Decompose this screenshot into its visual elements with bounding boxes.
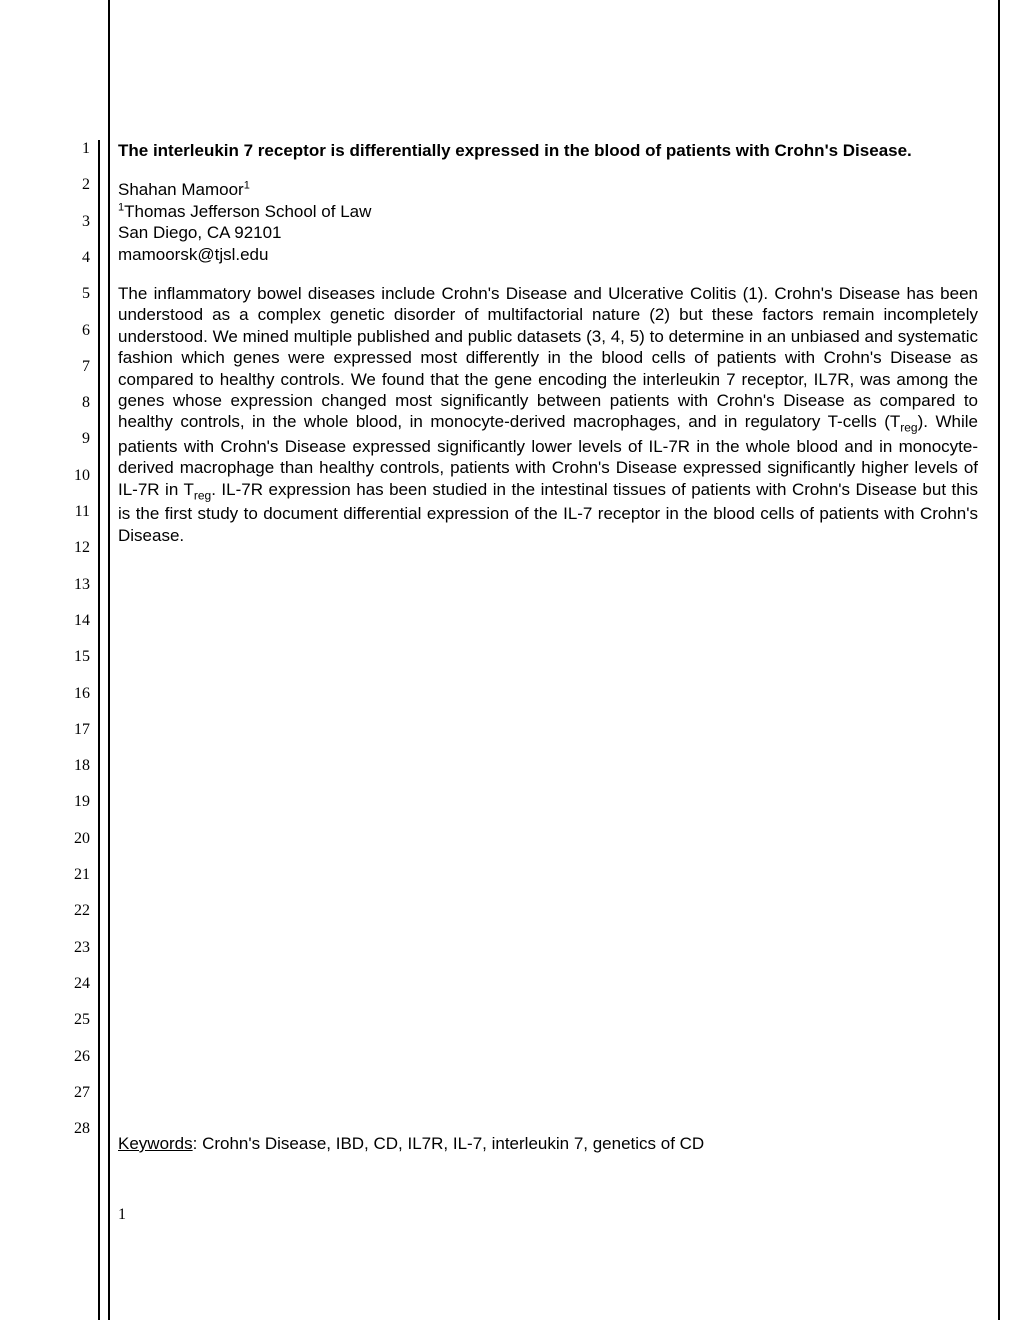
line-numbers-column: 1234567891011121314151617181920212223242… [70,140,100,1320]
line-number: 16 [68,685,90,703]
keywords-text: : Crohn's Disease, IBD, CD, IL7R, IL-7, … [193,1134,705,1153]
line-number: 19 [68,793,90,811]
abstract-sub2: reg [194,488,211,502]
abstract-part1: The inflammatory bowel diseases include … [118,284,978,431]
line-number: 24 [68,975,90,993]
line-number: 15 [68,648,90,666]
affiliation: Thomas Jefferson School of Law [124,202,371,221]
line-number: 7 [68,358,90,376]
abstract: The inflammatory bowel diseases include … [118,283,978,546]
keywords-section: Keywords: Crohn's Disease, IBD, CD, IL7R… [118,1133,704,1154]
line-number: 6 [68,322,90,340]
line-number: 3 [68,213,90,231]
author-block: Shahan Mamoor1 1Thomas Jefferson School … [118,179,978,265]
vertical-rule-left [108,0,110,1320]
page-container: 1234567891011121314151617181920212223242… [0,0,1020,1320]
line-number: 25 [68,1011,90,1029]
line-number: 27 [68,1084,90,1102]
line-number: 22 [68,902,90,920]
line-number: 21 [68,866,90,884]
line-number: 10 [68,467,90,485]
page-number: 1 [118,1206,126,1224]
line-number: 14 [68,612,90,630]
line-number: 12 [68,539,90,557]
line-number: 4 [68,249,90,267]
line-number: 1 [68,140,90,158]
abstract-part3: . IL-7R expression has been studied in t… [118,480,978,545]
line-number: 28 [68,1120,90,1138]
line-number: 2 [68,176,90,194]
line-number: 18 [68,757,90,775]
author-sup: 1 [244,180,250,192]
vertical-rule-right [998,0,1000,1320]
line-number: 23 [68,939,90,957]
line-number: 9 [68,430,90,448]
line-number: 5 [68,285,90,303]
line-number: 11 [68,503,90,521]
line-number: 26 [68,1048,90,1066]
line-number: 8 [68,394,90,412]
abstract-sub1: reg [900,421,917,435]
location: San Diego, CA 92101 [118,222,978,243]
author-name: Shahan Mamoor [118,180,244,199]
line-number: 20 [68,830,90,848]
content-area: The interleukin 7 receptor is differenti… [118,140,978,546]
line-number: 17 [68,721,90,739]
author-name-line: Shahan Mamoor1 [118,179,978,200]
line-number: 13 [68,576,90,594]
paper-title: The interleukin 7 receptor is differenti… [118,140,978,161]
email: mamoorsk@tjsl.edu [118,244,978,265]
affiliation-line: 1Thomas Jefferson School of Law [118,201,978,222]
keywords-label: Keywords [118,1134,193,1153]
